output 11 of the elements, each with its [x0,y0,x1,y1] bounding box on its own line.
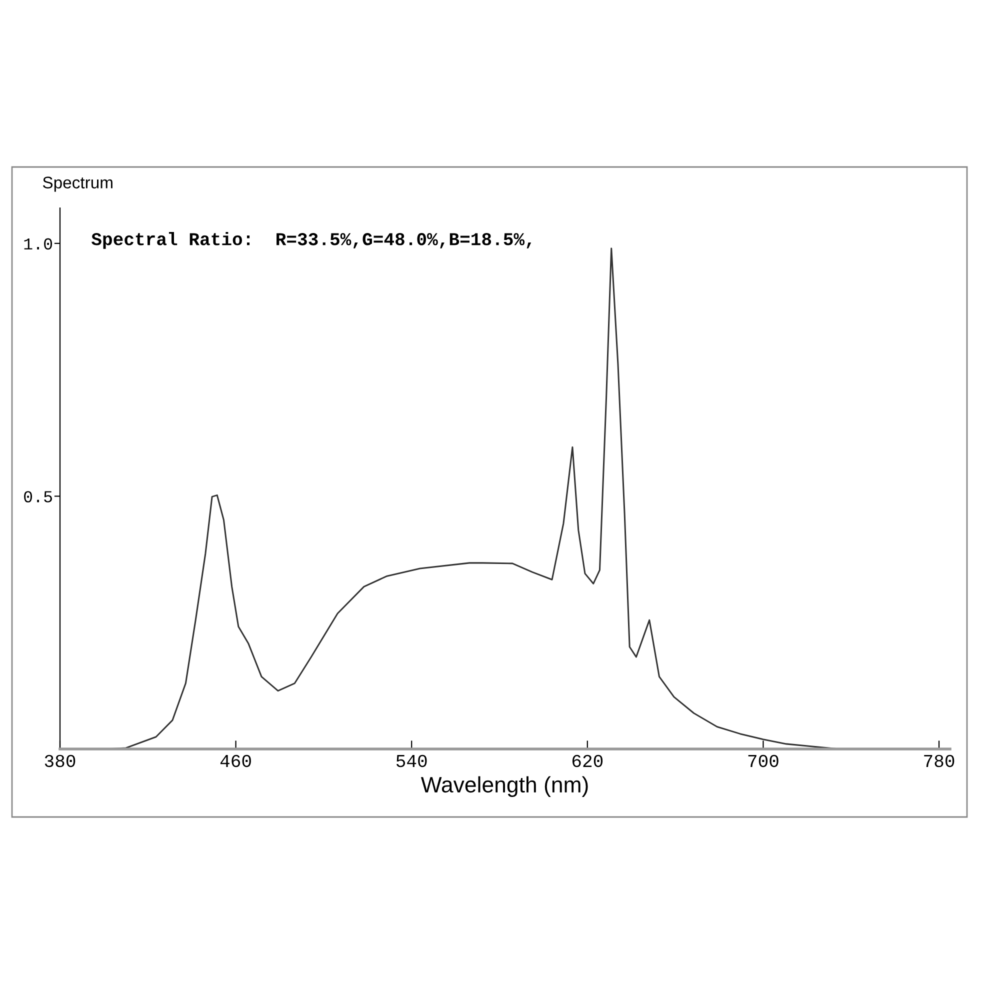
x-tick-label: 460 [220,754,251,768]
y-tick-label: 1.0 [24,238,52,250]
x-tick-label: 540 [396,754,427,768]
y-tick-label: 0.5 [24,491,52,502]
x-tick-label: 700 [748,754,778,768]
x-tick-label: 780 [924,754,954,768]
x-axis-title: Wavelength (nm) [420,776,588,797]
y-axis-title: Spectrum [42,176,112,192]
annotation: Spectral Ratio: R=33.5%,G=48.0%,B=18.5%, [91,232,532,249]
x-tick-label: 380 [44,754,76,768]
x-tick-label: 620 [572,754,603,768]
